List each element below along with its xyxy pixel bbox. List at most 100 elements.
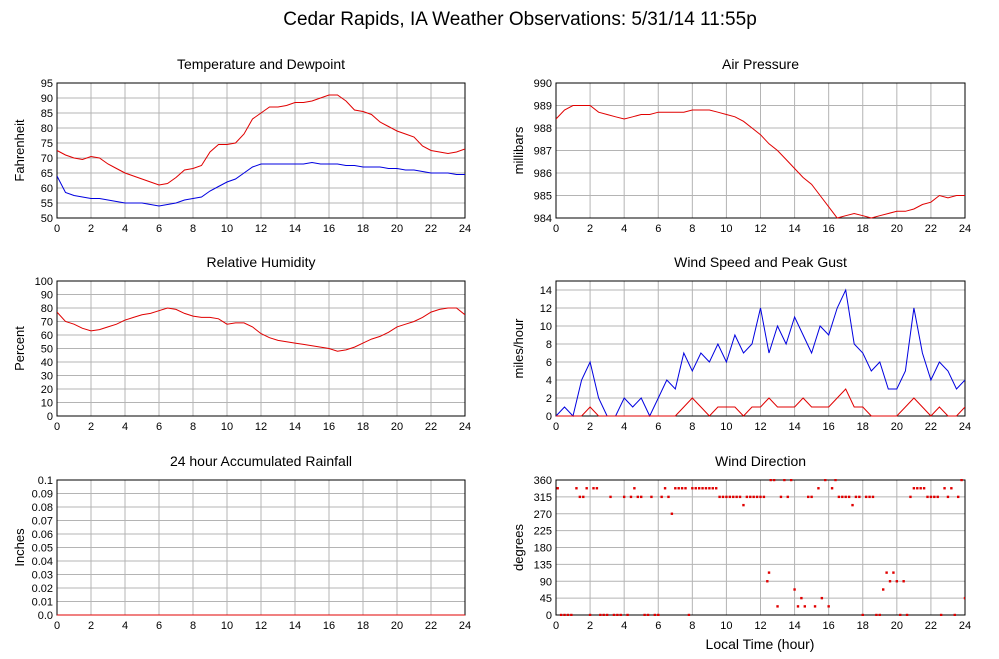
y-axis-label: degrees [511,524,526,571]
y-tick-label: 0 [47,411,53,423]
data-point [834,479,837,482]
data-point [694,487,697,490]
x-tick-label: 12 [255,421,267,433]
x-tick-label: 8 [689,421,695,433]
y-tick-label: 0.1 [38,475,53,487]
data-point [619,613,622,616]
x-tick-label: 2 [88,620,94,632]
data-point [875,613,878,616]
series-line [57,161,465,207]
y-tick-label: 135 [534,559,552,571]
x-tick-label: 18 [357,223,369,235]
y-tick-label: 0.05 [32,543,53,555]
data-point [691,487,694,490]
y-axis-label: millibars [511,126,526,174]
x-tick-label: 8 [190,620,196,632]
data-point [933,495,936,499]
x-tick-label: 4 [621,620,627,632]
y-tick-label: 989 [534,101,552,113]
data-point [892,571,895,574]
data-point [882,588,885,591]
x-tick-label: 24 [459,421,471,433]
data-point [643,613,646,616]
x-tick-label: 8 [190,223,196,235]
data-point [556,487,559,490]
x-tick-label: 6 [655,223,661,235]
x-tick-label: 2 [587,421,593,433]
y-tick-label: 80 [41,303,53,315]
x-tick-label: 22 [425,620,437,632]
data-point [963,596,965,600]
data-point [622,495,626,499]
x-tick-label: 24 [959,223,971,235]
x-tick-label: 22 [925,620,937,632]
data-point [841,495,844,499]
x-tick-label: 0 [54,223,60,235]
data-point [738,495,742,499]
data-point [950,487,953,490]
x-tick-label: 0 [54,620,60,632]
data-point [650,495,653,499]
data-point [878,613,881,616]
series-line [57,94,465,186]
data-point [919,487,922,490]
y-tick-label: 70 [41,153,53,165]
data-point [687,613,691,616]
data-point [830,487,834,490]
x-tick-label: 14 [788,223,800,235]
x-tick-label: 10 [720,620,732,632]
y-tick-label: 0.04 [32,556,53,568]
data-point [759,495,762,499]
data-point [796,605,800,608]
data-point [670,512,674,515]
x-tick-label: 6 [655,421,661,433]
x-tick-label: 24 [959,620,971,632]
x-tick-label: 20 [391,223,403,235]
data-point [640,495,643,499]
x-tick-label: 18 [357,620,369,632]
y-tick-label: 987 [534,146,552,158]
x-tick-label: 14 [289,620,301,632]
y-tick-label: 90 [41,290,53,302]
data-point [899,613,902,616]
data-point [854,495,858,499]
x-tick-label: 16 [823,223,835,235]
data-point [708,487,711,490]
y-tick-label: 90 [41,93,53,105]
data-point [735,495,738,499]
y-tick-label: 315 [534,492,552,504]
x-tick-label: 12 [754,421,766,433]
x-tick-label: 0 [553,223,559,235]
data-point [588,613,592,616]
y-tick-label: 8 [546,339,552,351]
data-point [851,503,854,507]
plot-frame [555,280,966,417]
data-point [888,580,892,583]
x-tick-label: 2 [587,223,593,235]
data-point [701,487,704,490]
y-tick-label: 14 [540,285,552,297]
x-tick-label: 20 [891,421,903,433]
chart-title: Air Pressure [722,56,799,72]
chart-title: Wind Speed and Peak Gust [674,254,847,270]
x-tick-label: 4 [122,620,128,632]
data-point [745,495,749,499]
series-line [57,307,465,352]
series-line [556,105,965,219]
data-point [922,487,926,490]
plot-frame [555,82,966,219]
data-point [905,613,909,616]
y-axis-label: Fahrenheit [12,119,27,182]
y-tick-label: 225 [534,526,552,538]
data-point [943,487,946,490]
y-tick-label: 95 [41,78,53,90]
x-tick-label: 8 [689,620,695,632]
chart-title: Relative Humidity [207,254,316,270]
y-tick-label: 0.01 [32,597,53,609]
data-point [680,487,684,490]
y-tick-label: 0.02 [32,583,53,595]
x-tick-label: 14 [289,421,301,433]
